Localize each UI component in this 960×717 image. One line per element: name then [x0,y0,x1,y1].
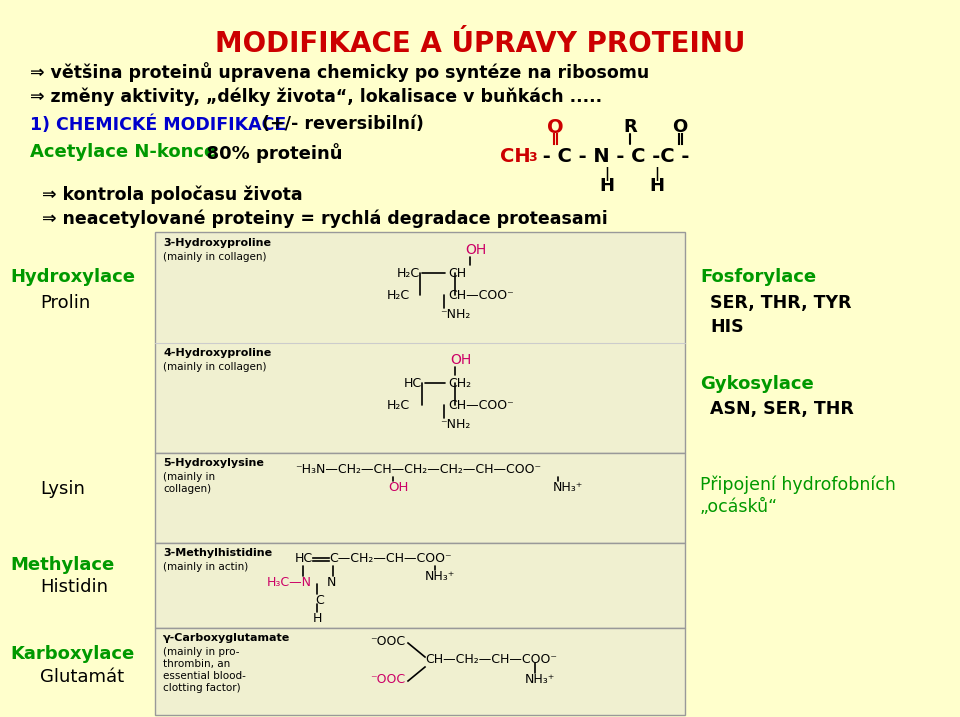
Text: H₃C—N: H₃C—N [267,576,312,589]
Text: ⁻NH₂: ⁻NH₂ [440,308,470,321]
Bar [155,232,685,453]
Text: CH: CH [500,147,531,166]
Text: SER, THR, TYR: SER, THR, TYR [710,294,852,312]
Text: Připojení hydrofobních: Připojení hydrofobních [700,475,896,493]
Text: O: O [672,118,687,136]
Text: Fosforylace: Fosforylace [700,268,816,286]
Text: (mainly in actin): (mainly in actin) [163,562,249,572]
Text: ⇒ kontrola poločasu života: ⇒ kontrola poločasu života [30,185,302,204]
Text: (mainly in pro-: (mainly in pro- [163,647,239,657]
Text: Gykosylace: Gykosylace [700,375,814,393]
Text: OH: OH [465,243,487,257]
Text: - C - N - C -C -: - C - N - C -C - [536,147,689,166]
Text: collagen): collagen) [163,484,211,494]
Text: HIS: HIS [710,318,744,336]
Text: H₂C: H₂C [396,267,420,280]
Text: 3: 3 [528,151,537,164]
Text: Acetylace N-konce: Acetylace N-konce [30,143,216,161]
Text: ⁻H₃N—CH₂—CH—CH₂—CH₂—CH—COO⁻: ⁻H₃N—CH₂—CH—CH₂—CH₂—CH—COO⁻ [295,463,541,476]
Bar [155,628,685,715]
Text: NH₃⁺: NH₃⁺ [553,481,584,494]
Text: OH: OH [388,481,408,494]
Text: ⁻NH₂: ⁻NH₂ [440,418,470,431]
Text: |: | [655,167,660,181]
Text: clotting factor): clotting factor) [163,683,241,693]
Text: N: N [327,576,336,589]
Text: (+/- reversibilní): (+/- reversibilní) [262,115,424,133]
Text: Prolin: Prolin [40,294,90,312]
Text: ⇒ většina proteinů upravena chemicky po syntéze na ribosomu: ⇒ většina proteinů upravena chemicky po … [30,62,649,82]
Text: 3-Hydroxyproline: 3-Hydroxyproline [163,238,271,248]
Text: ASN, SER, THR: ASN, SER, THR [710,400,853,418]
Text: CH—CH₂—CH—COO⁻: CH—CH₂—CH—COO⁻ [425,653,557,666]
Text: (mainly in collagen): (mainly in collagen) [163,362,267,372]
Text: OH: OH [450,353,471,367]
Text: thrombin, an: thrombin, an [163,659,230,669]
Text: ⇒ neacetylované proteiny = rychlá degradace proteasami: ⇒ neacetylované proteiny = rychlá degrad… [30,210,608,229]
Text: H: H [313,612,323,625]
Text: NH₃⁺: NH₃⁺ [525,673,556,686]
Text: Methylace: Methylace [10,556,114,574]
Bar [155,543,685,628]
Text: C: C [315,594,324,607]
Text: ⁻OOC: ⁻OOC [370,673,405,686]
Text: Hydroxylace: Hydroxylace [10,268,135,286]
Text: H₂C: H₂C [387,399,410,412]
Text: γ-Carboxyglutamate: γ-Carboxyglutamate [163,633,290,643]
Text: Lysin: Lysin [40,480,84,498]
Bar [155,453,685,543]
Text: ⁻OOC: ⁻OOC [370,635,405,648]
Text: essential blood-: essential blood- [163,671,246,681]
Text: |: | [605,167,610,181]
Text: 3-Methylhistidine: 3-Methylhistidine [163,548,272,558]
Text: ⇒ změny aktivity, „délky života“, lokalisace v buňkách .....: ⇒ změny aktivity, „délky života“, lokali… [30,88,602,107]
Text: O: O [546,118,564,137]
Text: 5-Hydroxylysine: 5-Hydroxylysine [163,458,264,468]
Text: Histidin: Histidin [40,578,108,596]
Text: CH—COO⁻: CH—COO⁻ [448,289,514,302]
Text: 4-Hydroxyproline: 4-Hydroxyproline [163,348,272,358]
Text: CH₂: CH₂ [448,377,471,390]
Text: H₂C: H₂C [387,289,410,302]
Text: Glutamát: Glutamát [40,668,124,686]
Text: C—CH₂—CH—COO⁻: C—CH₂—CH—COO⁻ [329,552,451,565]
Text: MODIFIKACE A ÚPRAVY PROTEINU: MODIFIKACE A ÚPRAVY PROTEINU [215,30,745,58]
Text: H: H [650,177,664,195]
Text: HC: HC [295,552,313,565]
Text: R: R [623,118,636,136]
Text: „ocásků“: „ocásků“ [700,498,779,516]
Text: CH: CH [448,267,467,280]
Text: (mainly in: (mainly in [163,472,215,482]
Text: CH—COO⁻: CH—COO⁻ [448,399,514,412]
Text: H: H [599,177,614,195]
Text: (mainly in collagen): (mainly in collagen) [163,252,267,262]
Text: 80% proteinů: 80% proteinů [194,143,343,163]
Text: NH₃⁺: NH₃⁺ [425,570,455,583]
Text: Karboxylace: Karboxylace [10,645,134,663]
Text: 1) CHEMICKÉ MODIFIKACE: 1) CHEMICKÉ MODIFIKACE [30,115,286,133]
Text: HC: HC [404,377,422,390]
